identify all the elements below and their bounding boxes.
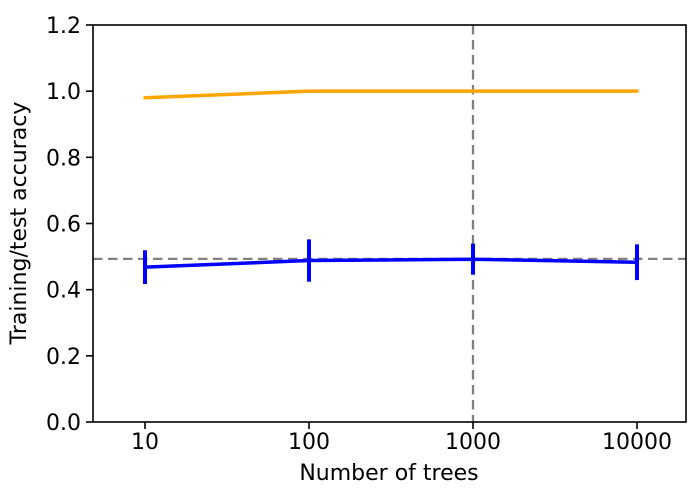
- y-axis-label: Training/test accuracy: [7, 102, 32, 346]
- x-tick-label: 100: [288, 430, 330, 455]
- y-tick-label: 0.6: [46, 213, 81, 238]
- test-accuracy-line: [143, 257, 639, 269]
- plot-area: [93, 25, 686, 422]
- y-tick-label: 1.2: [46, 14, 81, 39]
- x-tick-label: 10000: [602, 430, 672, 455]
- y-tick-label: 0.2: [46, 345, 81, 370]
- y-tick-label: 0.4: [46, 279, 81, 304]
- x-tick-label: 10: [131, 430, 159, 455]
- training-accuracy-line: [143, 89, 639, 100]
- y-tick-label: 1.0: [46, 80, 81, 105]
- series-layer: [143, 89, 639, 285]
- x-tick-label: 1000: [445, 430, 501, 455]
- y-tick-label: 0.0: [46, 411, 81, 436]
- tick-layer: 10 100 1000 10000 0.0 0.2 0.4 0.6 0.8 1.0 1.2: [46, 14, 672, 455]
- x-axis-label: Number of trees: [299, 461, 478, 486]
- y-tick-label: 0.8: [46, 146, 81, 171]
